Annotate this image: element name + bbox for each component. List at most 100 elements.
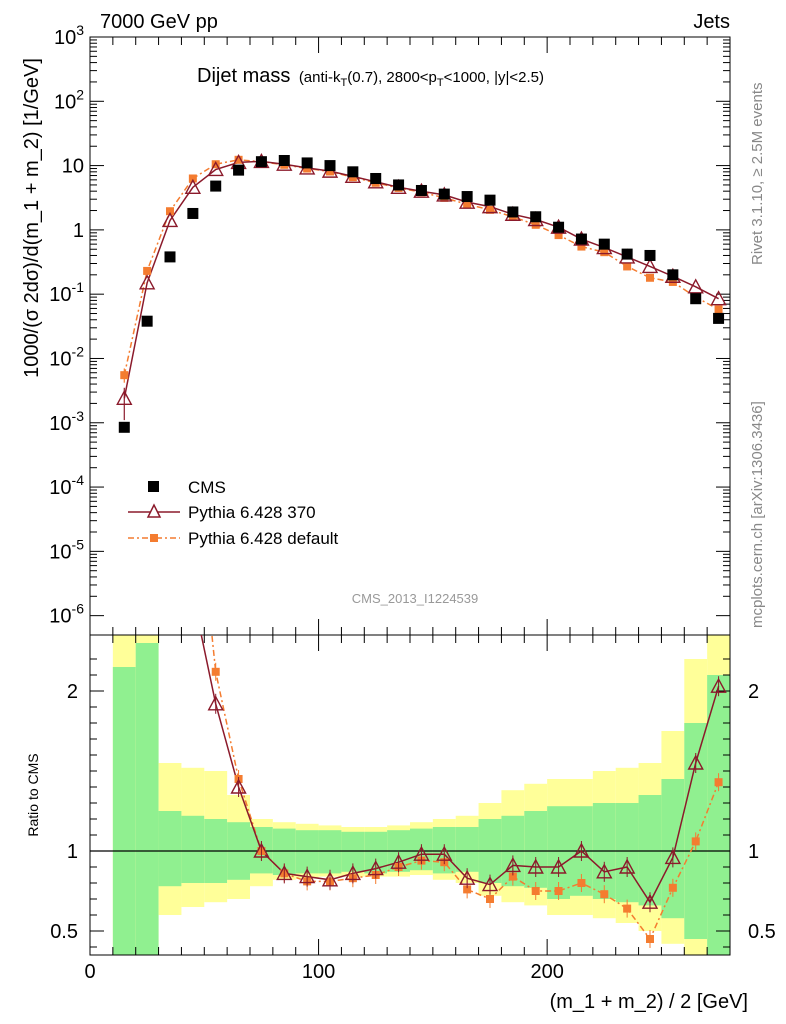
ratio-pythia370-point — [527, 858, 544, 874]
ratio-pythia370-point — [186, 588, 200, 601]
y-tick-label: 103 — [54, 22, 84, 49]
band-inner — [547, 806, 570, 899]
cms-point — [393, 179, 405, 191]
ratio-pythia-default-point — [189, 447, 197, 455]
analysis-id-label: CMS_2013_I1224539 — [352, 591, 479, 606]
pythia-default-point — [646, 273, 654, 282]
pythia370-point — [481, 198, 499, 214]
ratio-pythia370-point — [687, 754, 704, 770]
cms-point — [621, 248, 633, 260]
ratio-pythia370-point — [367, 860, 384, 876]
cms-point — [484, 194, 496, 206]
cms-point — [278, 154, 290, 166]
ratio-pythia-default-point — [691, 837, 700, 846]
pythia-default-point — [714, 305, 723, 314]
ratio-pythia370-point — [618, 858, 636, 874]
ratio-pythia370-point — [390, 853, 407, 869]
cms-point — [255, 156, 267, 168]
pythia370-point — [161, 212, 179, 228]
ratio-pythia370-point — [163, 428, 177, 441]
ratio-pythia370-point — [641, 893, 659, 909]
ratio-y-tick-label: 0.5 — [50, 921, 78, 943]
band-inner — [455, 827, 479, 872]
main-series-layer — [116, 152, 727, 433]
pythia370-point — [207, 160, 224, 177]
ratio-y-tick-label-right: 2 — [748, 681, 759, 703]
ratio-pythia370-point — [710, 677, 727, 693]
legend-pythia370-marker — [146, 503, 162, 518]
ratio-pythia370-point — [117, 556, 131, 569]
cms-point — [598, 238, 610, 250]
band-inner — [524, 811, 548, 888]
ratio-pythia370-point — [344, 864, 362, 881]
pythia-default-point — [463, 200, 472, 209]
ratio-pythia370-point — [321, 871, 339, 887]
ratio-y-tick-label-right: 0.5 — [748, 921, 776, 943]
mcplots-label: mcplots.cern.ch [arXiv:1306.3436] — [749, 401, 766, 628]
band-inner — [272, 828, 296, 875]
pythia-default-point — [234, 155, 243, 164]
ratio-y-tick-label: 1 — [67, 841, 78, 863]
cms-point — [301, 157, 313, 169]
pythia370-point — [641, 257, 659, 274]
ratio-pythia-default-point — [463, 885, 472, 894]
y-tick-label: 10 — [62, 156, 84, 178]
y-tick-label: 10-2 — [49, 343, 84, 370]
cms-point — [370, 172, 382, 184]
ratio-y-tick-label-right: 1 — [748, 841, 759, 863]
band-inner — [295, 830, 319, 874]
pythia-default-point — [326, 167, 334, 176]
ratio-pythia-default-point — [508, 872, 517, 881]
legend: CMS Pythia 6.428 370 Pythia 6.428 defaul… — [128, 478, 339, 548]
x-tick-label: 200 — [530, 961, 563, 983]
band-inner — [341, 831, 365, 872]
ratio-pythia-default-point — [646, 935, 654, 943]
ratio-uncertainty-bands — [90, 635, 730, 955]
ratio-pythia370-point — [413, 845, 430, 861]
ratio-series-layer — [117, 47, 727, 948]
x-tick-label: 0 — [84, 961, 95, 983]
y-tick-label: 10-6 — [49, 601, 84, 628]
cms-point — [438, 188, 450, 200]
cms-point — [690, 293, 702, 305]
y-tick-label: 10-5 — [49, 536, 84, 563]
ratio-pythia370-point — [481, 876, 499, 892]
ratio-pythia370-point — [550, 858, 567, 874]
ratio-pythia-default-point — [554, 887, 563, 895]
band-inner — [318, 830, 342, 874]
pythia370-point — [710, 290, 727, 306]
x-tick-label: 100 — [302, 961, 335, 983]
pythia370-point — [687, 278, 704, 294]
axes: 10-6 10-5 10-4 10-3 10-2 10-1 1 10 102 103 0 100 200… — [49, 22, 776, 983]
pythia-default-point — [188, 174, 197, 183]
pythia-default-point — [600, 248, 609, 257]
pythia-default-point — [486, 205, 494, 214]
y-tick-label: 10-4 — [49, 472, 84, 499]
cms-point — [324, 160, 336, 172]
header-right-label: Jets — [693, 11, 730, 33]
ratio-pythia370-point — [140, 380, 154, 393]
y-tick-label: 10-3 — [49, 408, 84, 435]
pythia-default-point — [531, 220, 540, 229]
ratio-pythia-default-point — [143, 47, 151, 55]
cms-point — [118, 421, 130, 433]
pythia-default-point — [577, 242, 586, 251]
cms-point — [415, 184, 427, 196]
pythia-default-point — [211, 160, 220, 169]
ratio-pythia-default-point — [531, 887, 540, 895]
cms-point — [644, 249, 656, 261]
ratio-y-axis-label: Ratio to CMS — [25, 753, 41, 836]
ratio-pythia370-point — [596, 863, 613, 879]
plot-title: Dijet mass (anti-kT(0.7), 2800<pT<1000, … — [197, 65, 544, 89]
band-inner — [684, 723, 708, 939]
cms-point — [347, 166, 359, 178]
cms-point — [667, 269, 679, 281]
ratio-pythia-default-point — [714, 778, 723, 787]
band-inner — [638, 795, 662, 906]
ratio-pythia-default-point — [211, 667, 220, 676]
pythia-default-point — [143, 266, 152, 275]
ratio-pythia370-point — [298, 868, 316, 884]
ratio-pythia370-point — [504, 856, 522, 873]
legend-pythia370-label: Pythia 6.428 370 — [188, 503, 316, 522]
pythia370-point — [116, 389, 133, 406]
